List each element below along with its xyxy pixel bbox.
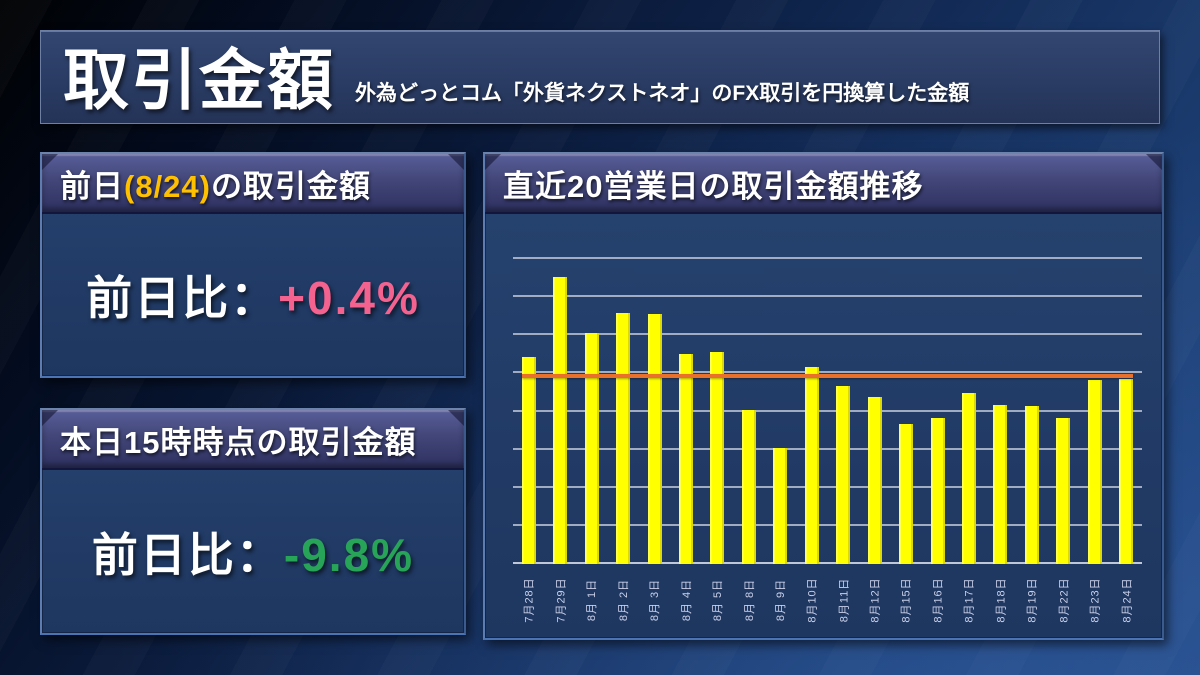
previous-day-compare-label: 前日比： [86, 272, 279, 324]
chart-bar [993, 405, 1008, 564]
x-axis-label: 8月17日 [964, 577, 977, 623]
x-axis-label: 8月 8日 [743, 578, 756, 622]
x-axis-label: 8月11日 [838, 577, 851, 623]
gridline [513, 523, 1142, 526]
today-panel-title: 本日15時時点の取引金額 [60, 424, 417, 460]
title-banner: 取引金額 外為どっとコム「外貨ネクストネオ」のFX取引を円換算した金額 [40, 30, 1160, 124]
x-axis-label: 7月28日 [523, 577, 536, 623]
previous-day-title-prefix: 前日 [60, 168, 124, 204]
chart-title: 直近20営業日の取引金額推移 [503, 168, 924, 204]
x-axis-label: 8月 9日 [775, 578, 788, 622]
chart-bar [1024, 406, 1039, 564]
x-axis-label: 8月 5日 [712, 578, 725, 622]
previous-day-title-date: (8/24) [124, 168, 211, 204]
chart-bar [899, 424, 914, 564]
x-axis-label: 8月15日 [901, 577, 914, 623]
x-axis-label: 8月24日 [1121, 577, 1134, 623]
chart-plot [513, 257, 1142, 564]
x-axis-label: 8月12日 [869, 577, 882, 623]
chart-panel-header: 直近20営業日の取引金額推移 [485, 154, 1162, 214]
today-panel: 本日15時時点の取引金額 前日比：-9.8% [40, 408, 466, 635]
chart-bar [616, 312, 631, 564]
x-axis-label: 8月 4日 [680, 578, 693, 622]
chart-bar [804, 367, 819, 564]
average-line [521, 374, 1134, 379]
chart-x-labels: 7月28日 7月29日 8月 1日 8月 2日 8月 3日 8月 4日 8月 5日 8月 8日… [513, 568, 1142, 632]
chart-panel: 直近20営業日の取引金額推移 7月28日 7月29日 8月 1日 8月 2日 8月 3日… [483, 152, 1164, 640]
x-axis-label: 8月 3日 [649, 578, 662, 622]
chart-bar [836, 385, 851, 564]
page-subtitle: 外為どっとコム「外貨ネクストネオ」のFX取引を円換算した金額 [355, 82, 970, 105]
previous-day-panel: 前日(8/24)の取引金額 前日比：+0.4% [40, 152, 466, 378]
previous-day-panel-body: 前日比：+0.4% [42, 214, 464, 376]
previous-day-title-suffix: の取引金額 [210, 168, 371, 204]
x-axis-label: 8月 2日 [618, 578, 631, 622]
gridline [513, 447, 1142, 450]
x-axis-label: 8月10日 [806, 577, 819, 623]
x-axis-label: 8月23日 [1089, 577, 1102, 623]
gridline [513, 371, 1142, 374]
chart-bar [867, 396, 882, 564]
chart-bar [521, 356, 536, 564]
chart-bar [1087, 379, 1102, 564]
chart-bar [930, 417, 945, 564]
chart-bar [647, 313, 662, 564]
gridline [513, 409, 1142, 412]
x-axis-label: 8月18日 [995, 577, 1008, 623]
today-panel-header: 本日15時時点の取引金額 [42, 410, 464, 470]
x-axis-label: 8月22日 [1058, 577, 1071, 623]
today-panel-body: 前日比：-9.8% [42, 470, 464, 633]
previous-day-compare-value: +0.4% [278, 272, 420, 324]
today-compare-value: -9.8% [283, 528, 415, 581]
gridline [513, 485, 1142, 488]
x-axis-label: 8月 1日 [586, 578, 599, 622]
chart-bar [678, 354, 693, 564]
page-title: 取引金額 [63, 43, 335, 117]
previous-day-panel-header: 前日(8/24)の取引金額 [42, 154, 464, 214]
chart-bar [553, 277, 568, 564]
gridline [513, 333, 1142, 336]
today-compare-label: 前日比： [91, 528, 284, 581]
previous-day-panel-title: 前日(8/24)の取引金額 [60, 161, 371, 206]
x-axis-label: 7月29日 [555, 577, 568, 623]
today-compare-row: 前日比：-9.8% [92, 519, 414, 585]
chart-bar [1119, 379, 1134, 564]
x-axis-line [513, 562, 1142, 564]
chart-bar [773, 448, 788, 564]
chart-bar [962, 392, 977, 564]
x-axis-label: 8月19日 [1026, 577, 1039, 623]
chart-bar [710, 352, 725, 564]
gridline [513, 295, 1142, 298]
chart-bar [741, 409, 756, 564]
gridline [513, 257, 1142, 259]
x-axis-label: 8月16日 [932, 577, 945, 623]
chart-bar [1056, 417, 1071, 564]
chart-bar [584, 332, 599, 564]
previous-day-compare-row: 前日比：+0.4% [86, 262, 420, 328]
